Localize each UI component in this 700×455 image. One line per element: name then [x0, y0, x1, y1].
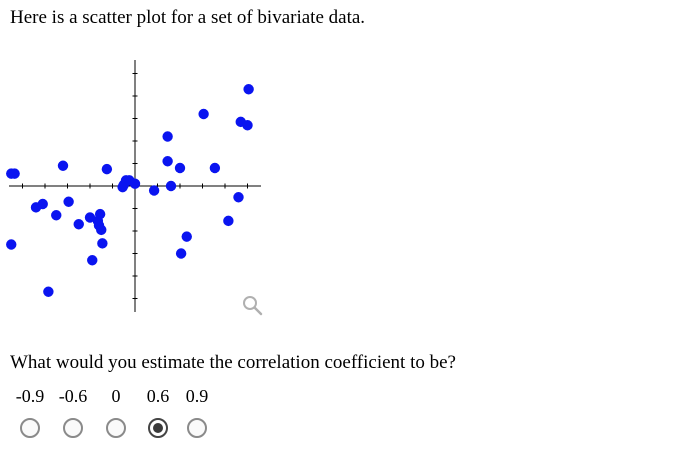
data-point [233, 192, 244, 203]
data-point [181, 231, 192, 242]
data-point [73, 219, 84, 230]
data-point [209, 162, 221, 174]
data-point [129, 178, 141, 189]
data-point [63, 196, 74, 207]
data-point [9, 168, 20, 179]
answer-choices: -0.9 -0.6 0 0.6 0.9 [10, 386, 220, 446]
data-point [57, 160, 69, 171]
data-point [94, 208, 106, 220]
choice-label: -0.9 [15, 386, 45, 406]
data-point [51, 210, 62, 221]
data-point [223, 215, 234, 227]
radio-button[interactable] [187, 418, 207, 438]
choice-label: 0.6 [146, 386, 170, 406]
data-point [148, 185, 160, 196]
data-point [43, 286, 54, 297]
choice-neg-0-9[interactable]: -0.9 [10, 386, 50, 442]
data-point [162, 131, 173, 142]
radio-button[interactable] [148, 418, 168, 438]
data-point [198, 108, 209, 120]
data-point [174, 162, 186, 174]
choice-label: -0.6 [58, 386, 88, 406]
choice-0-6[interactable]: 0.6 [138, 386, 178, 442]
data-point [37, 198, 48, 210]
choice-neg-0-6[interactable]: -0.6 [53, 386, 93, 442]
choice-label: 0.9 [185, 386, 209, 406]
data-point [243, 84, 254, 95]
data-point [242, 120, 253, 131]
data-point [101, 163, 113, 175]
radio-button[interactable] [20, 418, 40, 438]
data-point [84, 212, 96, 223]
choice-label: 0 [111, 386, 121, 406]
radio-button[interactable] [63, 418, 83, 438]
data-point [175, 248, 187, 259]
zoom-icon[interactable] [240, 294, 264, 316]
question-text: What would you estimate the correlation … [10, 352, 456, 373]
data-point [165, 180, 177, 192]
radio-button[interactable] [106, 418, 126, 438]
data-point [97, 238, 108, 249]
data-point [87, 255, 98, 266]
intro-text: Here is a scatter plot for a set of biva… [10, 7, 366, 28]
data-point [162, 156, 173, 167]
data-point [6, 239, 17, 250]
choice-0-9[interactable]: 0.9 [177, 386, 217, 442]
choice-0[interactable]: 0 [96, 386, 136, 442]
data-point [96, 224, 107, 236]
scatter-plot [6, 60, 261, 312]
